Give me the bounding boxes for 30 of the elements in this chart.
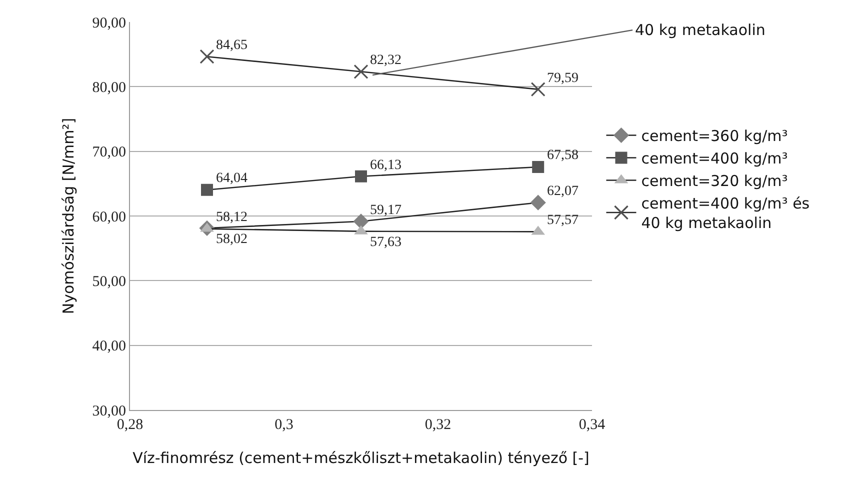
y-tick-label: 40,00 <box>92 338 126 355</box>
y-tick-label: 60,00 <box>92 209 126 226</box>
data-label: 66,13 <box>370 158 402 173</box>
data-label: 58,02 <box>216 232 248 247</box>
data-label: 82,32 <box>370 53 402 68</box>
data-label: 62,07 <box>547 184 578 199</box>
data-label: 57,57 <box>547 213 578 228</box>
data-label: 57,63 <box>370 235 402 250</box>
y-tick-label: 30,00 <box>92 403 126 420</box>
y-tick-label: 70,00 <box>92 144 126 161</box>
annotation: 40 kg metakaolin <box>635 21 766 39</box>
y-axis-title: Nyomószilárdság [N/mm²] <box>60 118 78 314</box>
data-label: 84,65 <box>216 38 248 53</box>
data-label: 59,17 <box>370 203 402 218</box>
legend-label: cement=320 kg/m³ <box>641 172 788 190</box>
y-tick-label: 50,00 <box>92 274 126 290</box>
x-axis-title: Víz-finomrész (cement+mészkőliszt+metakaolin) tényező [-] <box>132 449 590 467</box>
x-tick-label: 0,3 <box>274 417 294 433</box>
y-tick-label: 90,00 <box>92 15 126 32</box>
x-tick-label: 0,28 <box>116 417 144 433</box>
x-tick-label: 0,32 <box>424 417 452 433</box>
x-tick-label: 0,34 <box>578 417 606 433</box>
data-label: 79,59 <box>547 71 578 86</box>
legend-label: cement=400 kg/m³ <box>641 150 788 168</box>
legend-label: cement=360 kg/m³ <box>641 127 788 146</box>
data-label: 64,04 <box>216 171 248 186</box>
data-label: 58,12 <box>216 210 248 225</box>
legend-label: cement=400 kg/m³ és 40 kg metakaolin <box>641 194 810 232</box>
y-tick-label: 80,00 <box>92 80 126 96</box>
data-label: 67,58 <box>547 148 578 163</box>
